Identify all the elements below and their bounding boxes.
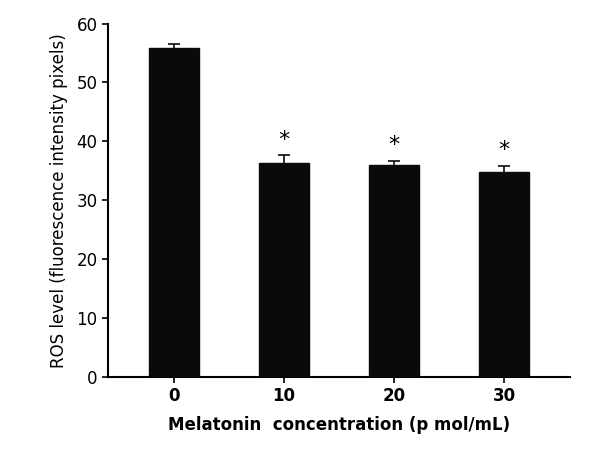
Text: *: *: [278, 130, 290, 150]
Text: *: *: [499, 140, 509, 160]
Bar: [149, 49, 199, 377]
Bar: [259, 163, 309, 377]
X-axis label: Melatonin  concentration (p mol/mL): Melatonin concentration (p mol/mL): [168, 416, 510, 434]
Bar: [479, 172, 529, 377]
Y-axis label: ROS level (fluorescence intensity pixels): ROS level (fluorescence intensity pixels…: [50, 33, 68, 367]
Text: *: *: [388, 135, 400, 155]
Bar: [369, 165, 419, 377]
